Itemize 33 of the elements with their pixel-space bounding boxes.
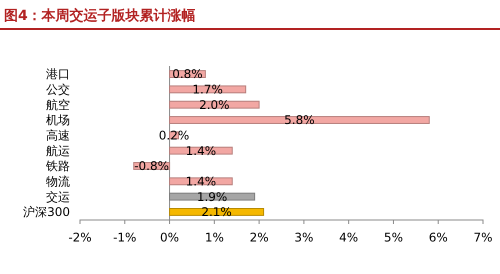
x-tick-label: 4%: [339, 230, 358, 244]
y-tick-label: 铁路: [45, 159, 70, 174]
y-tick-label: 沪深300: [23, 205, 70, 220]
x-tick-label: 6%: [428, 230, 448, 244]
x-tick-label: 5%: [384, 230, 403, 244]
y-tick-label: 航空: [46, 98, 70, 112]
data-label: 1.4%: [186, 144, 216, 158]
y-tick-label: 交运: [46, 190, 70, 204]
bar: [169, 116, 430, 124]
data-label: 1.7%: [192, 82, 223, 97]
data-label: 2.0%: [199, 98, 230, 112]
data-label: 0.8%: [172, 67, 203, 82]
x-tick-label: 2%: [250, 230, 269, 244]
data-label: 2.1%: [201, 205, 232, 220]
data-label: -0.8%: [134, 159, 170, 174]
y-tick-label: 港口: [46, 67, 70, 82]
data-label: 0.2%: [158, 128, 190, 143]
bar: [169, 208, 264, 216]
y-tick-label: 航运: [46, 144, 70, 158]
chart-title: 图4：本周交运子版块累计涨幅: [4, 7, 196, 24]
data-label: 1.9%: [196, 190, 228, 204]
x-tick-label: 0%: [160, 230, 180, 244]
y-tick-label: 机场: [46, 113, 70, 128]
x-tick-label: -1%: [113, 230, 136, 244]
x-tick-label: 3%: [294, 230, 314, 244]
y-tick-label: 高速: [46, 128, 70, 143]
data-label: 5.8%: [284, 113, 315, 128]
x-tick-label: 1%: [204, 230, 224, 244]
y-tick-label: 公交: [46, 82, 70, 97]
data-label: 1.4%: [186, 174, 216, 189]
x-tick-label: -2%: [68, 230, 92, 244]
y-tick-label: 物流: [46, 174, 70, 189]
x-tick-label: 7%: [473, 230, 493, 244]
